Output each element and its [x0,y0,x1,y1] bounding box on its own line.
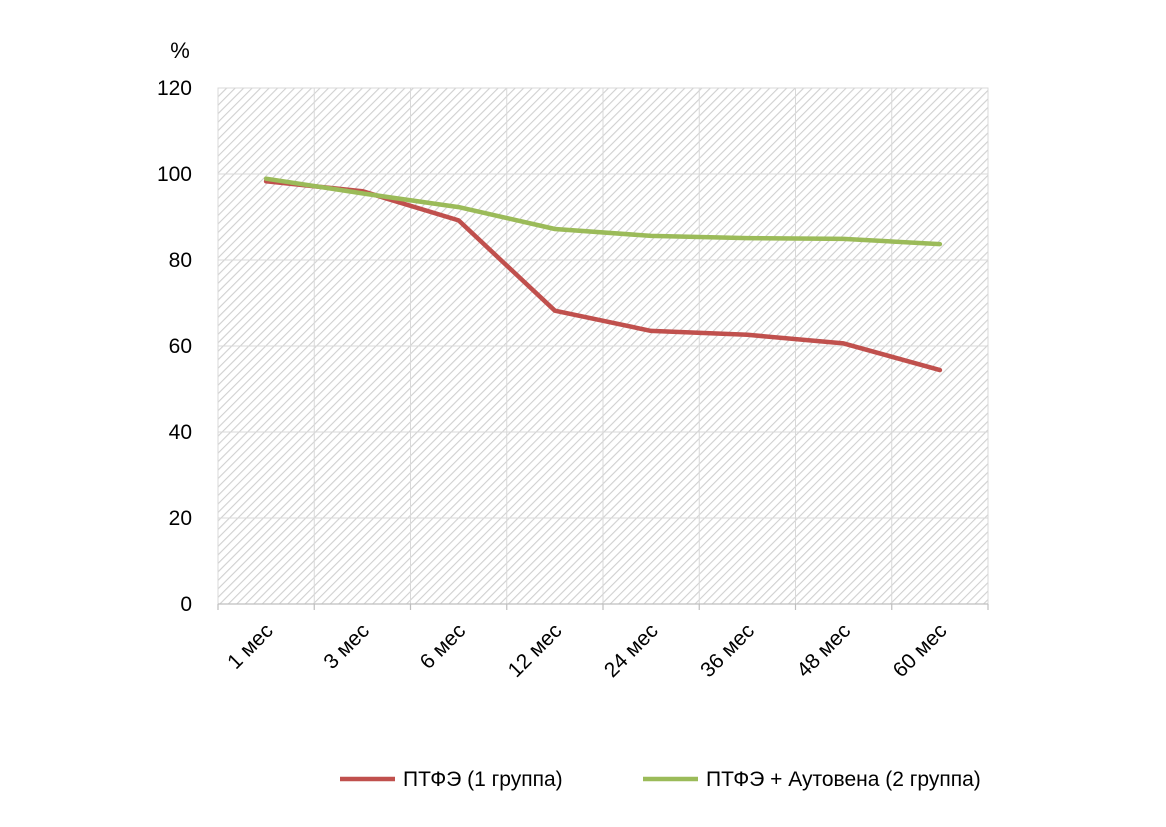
x-tick-label: 6 мес [416,619,471,674]
y-tick-label: 100 [157,163,192,186]
y-tick-label: 20 [169,507,192,530]
x-tick-label: 12 мес [504,619,567,682]
x-tick-label: 36 мес [696,619,759,682]
legend-label: ПТФЭ (1 группа) [403,768,563,791]
axes [217,603,989,610]
x-tick-label: 60 мес [889,619,952,682]
x-tick-labels: 1 мес 3 мес 6 мес 12 мес 24 мес 36 мес 48 мес 6… [223,619,951,682]
y-tick-label: 120 [157,77,192,100]
x-tick-label: 3 мес [319,619,374,674]
series-lines [263,176,943,373]
x-tick-label: 1 мес [223,619,278,674]
x-tick-label: 48 мес [792,619,855,682]
y-tick-label: 0 [180,593,192,616]
series-line-2 [263,176,943,247]
legend-label: ПТФЭ + Аутовена (2 группа) [706,768,981,791]
y-tick-labels: 0 20 40 60 80 100 120 [157,77,192,616]
y-axis-unit-label: % [170,38,190,63]
x-tick-label: 24 мес [600,619,663,682]
y-tick-label: 40 [169,421,192,444]
y-tick-label: 60 [169,335,192,358]
legend: ПТФЭ (1 группа) ПТФЭ + Аутовена (2 группа… [340,768,981,791]
y-tick-label: 80 [169,249,192,272]
